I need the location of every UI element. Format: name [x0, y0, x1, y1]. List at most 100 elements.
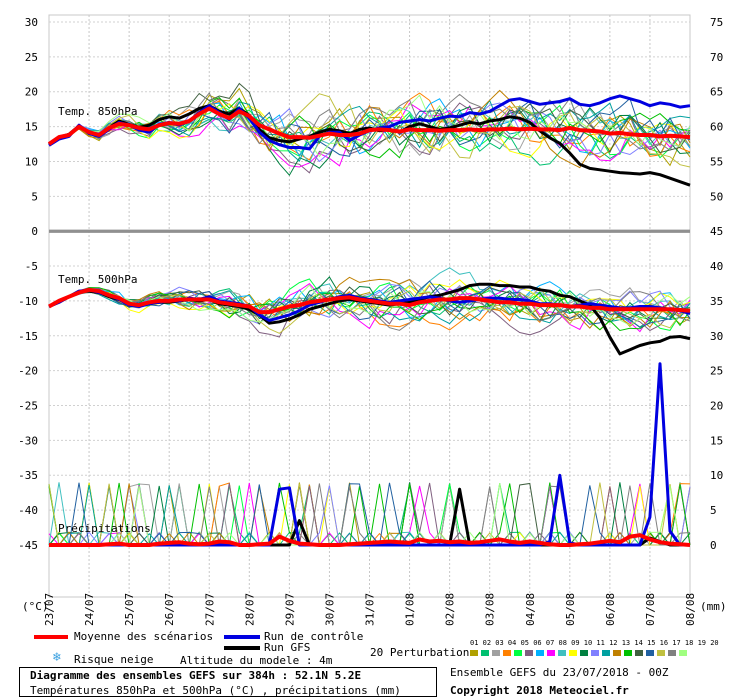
date-tick: 26/07: [163, 593, 176, 626]
right-tick-850: 50: [710, 190, 723, 203]
right-unit: (mm): [700, 600, 727, 613]
pert-swatch: [635, 650, 643, 656]
pert-swatch: [503, 650, 511, 656]
date-tick: 28/07: [243, 593, 256, 626]
left-tick: 30: [25, 16, 38, 29]
left-tick: -10: [18, 295, 38, 308]
right-tick-850: 55: [710, 155, 723, 168]
mean-line-panel-2: [49, 533, 691, 547]
perturbation-line: [48, 287, 691, 332]
title-box-title: Diagramme des ensembles GEFS sur 384h : …: [30, 669, 362, 682]
right-tick-precip: 15: [710, 434, 723, 447]
left-tick: 15: [25, 121, 38, 134]
right-tick-850: 45: [710, 225, 723, 238]
legend-mean-swatch: [34, 635, 68, 639]
left-tick: -15: [18, 330, 38, 343]
left-tick: -25: [18, 400, 38, 413]
right-tick-precip: 10: [710, 469, 723, 482]
left-tick: -5: [25, 260, 38, 273]
right-tick-precip: 0: [710, 539, 717, 552]
perturbation-line: [48, 280, 691, 328]
left-tick: -40: [18, 504, 38, 517]
pert-swatch: [470, 650, 478, 656]
right-tick-precip: 40: [710, 260, 723, 273]
date-tick: 01/08: [404, 593, 417, 626]
pert-swatch: [657, 650, 665, 656]
right-tick-850: 75: [710, 16, 723, 29]
right-tick-precip: 30: [710, 330, 723, 343]
panel-title-850: Temp. 850hPa: [58, 105, 137, 118]
title-box: [19, 667, 437, 697]
pert-swatch: [646, 650, 654, 656]
left-tick: 0: [31, 225, 38, 238]
left-tick: 10: [25, 155, 38, 168]
date-tick: 30/07: [323, 593, 336, 626]
left-tick: -45: [18, 539, 38, 552]
left-tick: 25: [25, 51, 38, 64]
date-tick: 29/07: [283, 593, 296, 626]
left-tick: -30: [18, 434, 38, 447]
left-tick: 5: [31, 190, 38, 203]
perturbation-line: [48, 82, 691, 154]
panel-title-500: Temp. 500hPa: [58, 273, 137, 286]
mean-line-panel-1: [48, 287, 691, 315]
date-tick: 07/08: [644, 593, 657, 626]
pert-swatch: [514, 650, 522, 656]
left-tick: -35: [18, 469, 38, 482]
pert-swatch: [481, 650, 489, 656]
pert-swatch: [558, 650, 566, 656]
perturbation-line: [48, 104, 691, 159]
legend-altitude-label: Altitude du modele : 4m: [180, 654, 333, 667]
mean-line-panel-0: [47, 106, 691, 146]
date-tick: 06/08: [604, 593, 617, 626]
left-tick: -20: [18, 365, 38, 378]
right-tick-precip: 5: [710, 504, 717, 517]
right-tick-850: 60: [710, 121, 723, 134]
date-tick: 05/08: [564, 593, 577, 626]
left-unit: (°C): [22, 600, 49, 613]
date-tick: 08/08: [684, 593, 697, 626]
copyright: Copyright 2018 Meteociel.fr: [450, 684, 629, 697]
right-tick-precip: 35: [710, 295, 723, 308]
legend-gfs-label: Run GFS: [264, 641, 311, 654]
pert-swatch: [580, 650, 588, 656]
right-tick-precip: 25: [710, 365, 723, 378]
left-tick: 20: [25, 86, 38, 99]
pert-swatch: [569, 650, 577, 656]
legend-control-swatch: [224, 635, 260, 639]
right-tick-precip: 20: [710, 400, 723, 413]
title-box-subtitle: Températures 850hPa et 500hPa (°C) , pré…: [30, 684, 401, 697]
main-series-lines: [47, 94, 691, 547]
legend-control-label: Run de contrôle: [264, 630, 364, 643]
pert-swatch: [679, 650, 687, 656]
legend-gfs-swatch: [224, 646, 260, 650]
pert-swatch: [525, 650, 533, 656]
pert-swatch: [536, 650, 544, 656]
right-tick-850: 70: [710, 51, 723, 64]
pert-swatch: [591, 650, 599, 656]
pert-swatch: [492, 650, 500, 656]
date-tick: 04/08: [524, 593, 537, 626]
legend-mean-label: Moyenne des scénarios: [74, 630, 214, 643]
snowflake-icon: ❄: [53, 650, 61, 665]
pert-swatch: [668, 650, 676, 656]
date-tick: 03/08: [484, 593, 497, 626]
date-tick: 23/07: [43, 593, 56, 626]
pert-swatch: [602, 650, 610, 656]
legend-perturbations-label: 20 Perturbations: [370, 646, 476, 659]
right-tick-850: 65: [710, 86, 723, 99]
date-tick: 31/07: [364, 593, 377, 626]
run-info: Ensemble GEFS du 23/07/2018 - 00Z: [450, 666, 669, 679]
perturbation-line: [48, 276, 691, 329]
pert-swatch: [613, 650, 621, 656]
gfs-line-panel-0: [48, 104, 691, 187]
date-tick: 24/07: [83, 593, 96, 626]
panel-title-precip: Précipitations: [58, 522, 151, 535]
date-tick: 25/07: [123, 593, 136, 626]
date-tick: 02/08: [444, 593, 457, 626]
date-tick: 27/07: [203, 593, 216, 626]
perturbation-precip-line: [49, 482, 690, 547]
pert-swatch: [547, 650, 555, 656]
legend-snow-label: Risque neige: [74, 653, 154, 666]
